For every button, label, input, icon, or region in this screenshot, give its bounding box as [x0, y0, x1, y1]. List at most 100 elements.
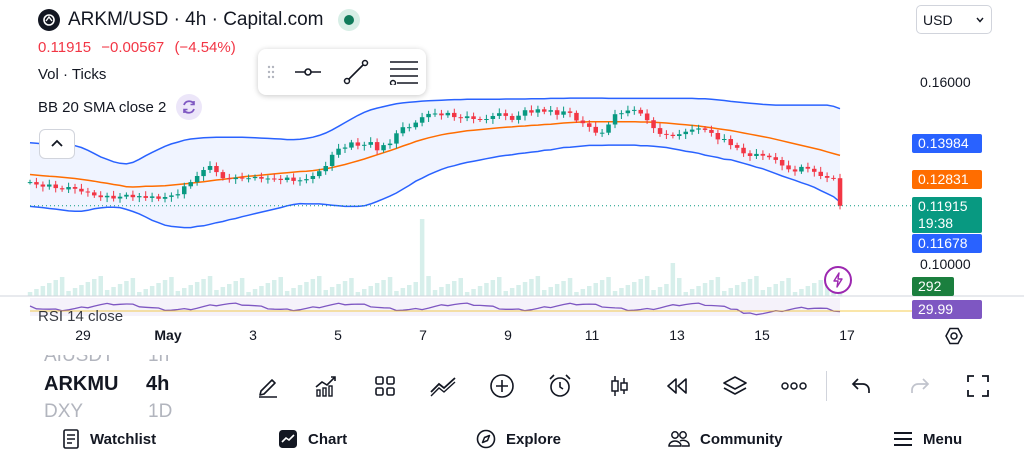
candle-body — [683, 131, 688, 135]
volume-bar — [317, 276, 322, 296]
redo-button[interactable] — [902, 368, 938, 404]
volume-bar — [156, 283, 161, 296]
alarm-clock-icon — [549, 374, 571, 397]
chart-settings-icon[interactable] — [942, 324, 966, 348]
volume-bar — [670, 263, 676, 296]
compare-button[interactable] — [425, 368, 461, 404]
candle-body — [452, 112, 457, 118]
candle-body — [214, 166, 219, 173]
bollinger-indicator-row[interactable]: BB 20 SMA close 2 — [38, 94, 203, 120]
nav-menu[interactable]: Menu — [893, 417, 962, 461]
candle-body — [625, 110, 631, 114]
volume-bar — [162, 280, 168, 296]
candle-body — [734, 145, 740, 148]
volume-bar — [381, 280, 386, 296]
volume-bar — [374, 283, 380, 296]
volume-bar — [188, 285, 193, 296]
nav-watchlist[interactable]: Watchlist — [62, 417, 156, 461]
interval-prev[interactable]: 1h — [148, 355, 170, 366]
drag-handle-icon[interactable] — [264, 54, 278, 90]
alert-button[interactable] — [542, 368, 578, 404]
volume-indicator-label[interactable]: Vol · Ticks — [38, 66, 107, 83]
candle-body — [284, 177, 290, 180]
horizontal-line-tool-icon[interactable] — [290, 54, 326, 90]
chart-title-row[interactable]: ARKM/USD · 4h · Capital.com — [38, 9, 360, 31]
symbol-interval-picker[interactable]: AIUSDT 1h ARKMU 4h DXY 1D — [44, 355, 194, 417]
candle-body — [619, 113, 624, 115]
volume-bar — [567, 278, 573, 296]
indicator-loading-icon[interactable] — [176, 94, 203, 120]
volume-bar — [413, 282, 418, 296]
volume-bar — [336, 284, 341, 296]
volume-bar — [34, 289, 39, 296]
bb-basis-badge: 0.12831 — [912, 170, 982, 189]
candle-body — [638, 109, 643, 114]
candle-body — [59, 188, 65, 190]
indicators-button[interactable] — [308, 368, 344, 404]
rsi-indicator-label[interactable]: RSI 14 close — [38, 308, 124, 325]
candle-body — [207, 166, 213, 170]
chart-toolbar[interactable]: AIUSDT 1h ARKMU 4h DXY 1D — [0, 355, 1024, 417]
collapse-legend-button[interactable] — [39, 129, 75, 159]
candle-body — [458, 117, 463, 119]
volume-bar — [580, 289, 586, 296]
price-chart[interactable] — [0, 0, 1024, 355]
candle-body — [278, 178, 283, 180]
undo-button[interactable] — [843, 368, 879, 404]
toolbar-divider — [826, 371, 827, 401]
candle-body — [497, 113, 502, 116]
currency-select[interactable]: USD — [916, 5, 992, 34]
volume-bar — [471, 289, 476, 296]
trend-line-tool-icon[interactable] — [338, 54, 374, 90]
volume-bar — [407, 285, 412, 296]
nav-explore[interactable]: Explore — [476, 417, 561, 461]
more-button[interactable] — [776, 368, 812, 404]
candle-body — [722, 139, 727, 140]
volume-bar — [278, 277, 283, 296]
nav-community[interactable]: Community — [668, 417, 783, 461]
nav-chart[interactable]: Chart — [278, 417, 347, 461]
symbol-prev[interactable]: AIUSDT — [44, 355, 114, 366]
chart-type-button[interactable] — [601, 368, 637, 404]
candle-body — [548, 110, 553, 112]
candle-body — [297, 180, 303, 182]
compare-icon — [430, 377, 456, 397]
candle-body — [317, 171, 322, 177]
replay-button[interactable] — [659, 368, 695, 404]
volume-bar — [516, 285, 521, 296]
add-symbol-button[interactable] — [484, 368, 520, 404]
interval-current[interactable]: 4h — [146, 373, 170, 395]
candle-body — [413, 122, 418, 128]
interval-next[interactable]: 1D — [148, 401, 173, 417]
chart-area[interactable]: ARKM/USD · 4h · Capital.com 0.11915 −0.0… — [0, 0, 1024, 355]
volume-bar — [27, 292, 33, 296]
candle-body — [747, 153, 753, 156]
symbol-next[interactable]: DXY — [44, 401, 84, 417]
symbol-current[interactable]: ARKMU — [44, 373, 119, 395]
drawing-tools-button[interactable] — [250, 368, 286, 404]
object-tree-button[interactable] — [717, 368, 753, 404]
volume-bar — [734, 285, 740, 296]
candle-body — [98, 195, 103, 198]
volume-bar — [362, 289, 367, 296]
market-open-indicator[interactable] — [337, 9, 360, 31]
fullscreen-button[interactable] — [960, 368, 996, 404]
candle-body — [651, 120, 656, 129]
fib-levels-tool-icon[interactable] — [386, 54, 422, 90]
volume-bar — [677, 278, 682, 296]
volume-bar — [329, 287, 335, 296]
drawing-toolbar[interactable] — [258, 49, 426, 95]
candle-body — [432, 113, 438, 115]
volume-bar — [169, 277, 174, 296]
lightning-icon[interactable] — [824, 266, 852, 294]
candle-body — [419, 117, 425, 123]
volume-bar — [284, 291, 290, 296]
volume-bar — [432, 290, 438, 296]
price-change: −0.00567 — [101, 39, 165, 56]
symbol-title[interactable]: ARKM/USD · 4h · Capital.com — [68, 9, 324, 30]
bollinger-indicator-label[interactable]: BB 20 SMA close 2 — [38, 98, 167, 116]
volume-bar — [72, 288, 78, 296]
volume-bar — [657, 287, 663, 296]
candle-body — [156, 196, 161, 199]
layouts-button[interactable] — [367, 368, 403, 404]
